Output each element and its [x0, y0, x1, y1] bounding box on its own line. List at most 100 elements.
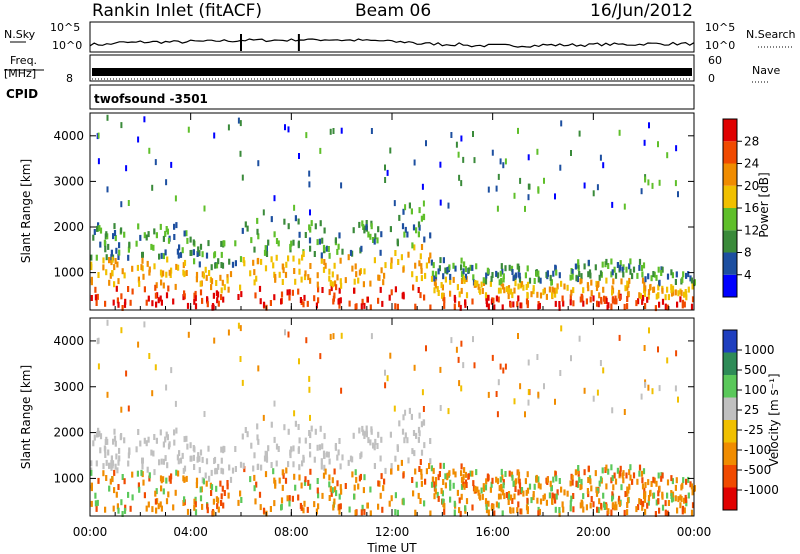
power-cell	[619, 260, 622, 267]
velocity-cell	[389, 431, 392, 438]
power-cell	[302, 301, 305, 308]
power-cell	[289, 243, 292, 250]
power-cell	[425, 262, 428, 269]
power-colorbar-swatch	[723, 274, 737, 297]
velocity-cell	[329, 485, 332, 492]
power-cell	[267, 239, 270, 246]
velocity-cell	[517, 501, 520, 508]
power-cell	[658, 179, 661, 186]
power-cell	[670, 287, 673, 294]
power-cell	[607, 302, 610, 309]
velocity-cell	[357, 483, 360, 490]
velocity-cell	[351, 471, 354, 478]
power-cell	[328, 275, 331, 282]
power-cell	[341, 248, 344, 255]
velocity-cell	[384, 382, 387, 389]
velocity-cell	[376, 443, 379, 449]
velocity-cell	[644, 491, 647, 498]
velocity-cell	[362, 429, 365, 436]
velocity-cell	[559, 370, 562, 376]
velocity-cell	[237, 499, 240, 506]
velocity-cell	[472, 336, 474, 343]
power-cell	[394, 303, 397, 310]
power-cell	[465, 292, 469, 299]
power-cell	[203, 205, 206, 212]
power-cell	[640, 188, 643, 195]
power-cell	[460, 135, 463, 142]
velocity-y-tick-label: 1000	[53, 471, 84, 485]
velocity-cell	[457, 356, 460, 363]
freq-unit: [MHz]	[4, 67, 36, 80]
power-cell	[546, 270, 549, 277]
power-cell	[442, 273, 445, 280]
velocity-cell	[671, 478, 674, 485]
power-cell	[672, 289, 675, 296]
velocity-cell	[642, 468, 646, 475]
velocity-cell	[674, 484, 677, 491]
velocity-cell	[330, 490, 333, 497]
velocity-cell	[246, 431, 249, 438]
power-cell	[363, 268, 366, 275]
velocity-cell	[219, 480, 222, 487]
power-cell	[221, 279, 224, 286]
velocity-cell	[294, 484, 297, 491]
power-cell	[475, 263, 478, 270]
velocity-cell	[214, 468, 217, 475]
velocity-cell	[240, 497, 243, 503]
power-cell	[315, 302, 318, 309]
velocity-cell	[453, 500, 456, 507]
velocity-cell	[309, 414, 311, 421]
velocity-cell	[164, 436, 167, 443]
velocity-colorbar-tick-label: 1000	[744, 343, 775, 357]
velocity-cell	[362, 487, 365, 494]
power-cell	[237, 117, 240, 124]
power-cell	[124, 298, 127, 305]
power-cell	[680, 290, 683, 297]
power-cell	[320, 252, 323, 259]
power-cell	[141, 257, 144, 264]
power-cell	[533, 278, 536, 284]
power-cell	[193, 292, 196, 299]
velocity-cell	[495, 501, 498, 508]
velocity-cell	[452, 468, 455, 475]
velocity-cell	[437, 495, 440, 502]
velocity-cell	[179, 457, 183, 464]
power-cell	[484, 292, 488, 299]
power-cell	[213, 252, 216, 259]
velocity-cell	[550, 485, 553, 492]
power-cell	[446, 267, 449, 273]
velocity-cell	[135, 446, 138, 453]
power-cell	[499, 270, 502, 277]
velocity-cell	[518, 482, 522, 489]
velocity-cell	[536, 354, 539, 360]
velocity-cell	[114, 440, 117, 447]
power-cell	[379, 249, 382, 256]
velocity-cell	[658, 507, 661, 514]
power-cell	[429, 252, 432, 259]
power-cell	[113, 230, 117, 236]
power-cell	[570, 289, 573, 296]
velocity-cell	[177, 470, 180, 477]
velocity-cell	[684, 494, 687, 501]
power-cell	[661, 287, 664, 294]
velocity-cell	[687, 492, 690, 499]
power-cell	[304, 270, 307, 277]
power-cell	[143, 232, 146, 239]
velocity-cell	[579, 484, 582, 491]
velocity-cell	[558, 510, 561, 517]
power-cell	[572, 287, 575, 294]
power-cell	[243, 260, 246, 267]
power-cell	[555, 287, 558, 294]
power-cell	[301, 254, 304, 261]
velocity-cell	[156, 498, 159, 505]
power-cell	[647, 179, 650, 186]
power-cell	[277, 240, 280, 247]
power-cell	[670, 269, 673, 276]
velocity-cell	[294, 420, 297, 427]
power-cell	[463, 277, 466, 284]
velocity-cell	[367, 437, 370, 444]
velocity-cell	[497, 493, 501, 500]
power-cell	[616, 262, 619, 268]
power-cell	[639, 293, 642, 300]
power-cell	[433, 275, 436, 282]
